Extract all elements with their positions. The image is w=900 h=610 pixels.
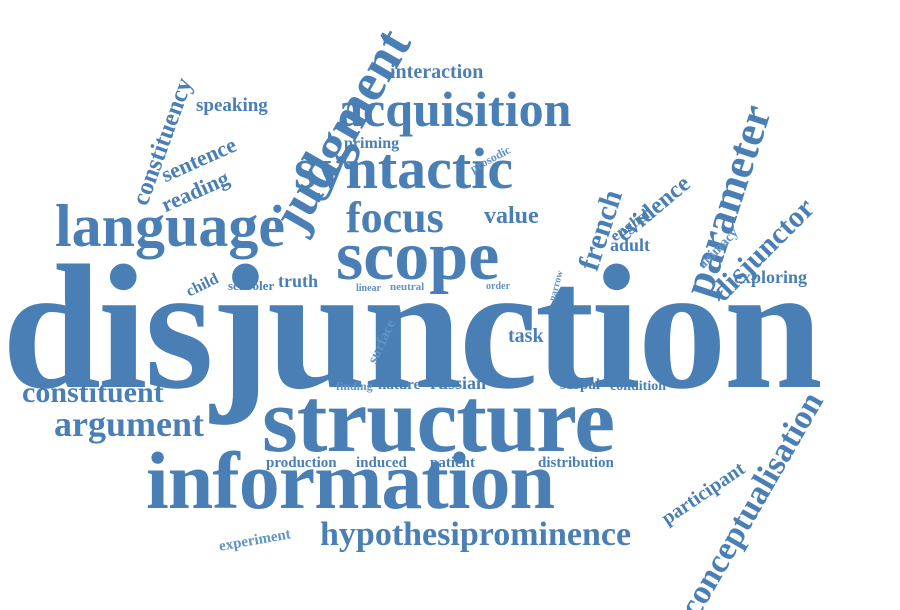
word-information: information: [146, 435, 555, 526]
word-adult: adult: [610, 235, 651, 255]
word-induced: induced: [356, 455, 407, 471]
word-neutral: neutral: [390, 281, 425, 293]
word-task: task: [508, 325, 544, 347]
word-interaction: interaction: [390, 61, 484, 83]
word-argument: argument: [54, 404, 204, 444]
word-language: language: [55, 193, 286, 259]
word-value: value: [484, 203, 539, 229]
word-acquisition: acquisition: [338, 81, 572, 137]
word-scopal: scopal: [560, 377, 601, 393]
word-syntactic: syntactic: [294, 136, 514, 201]
word-nature: nature: [378, 377, 421, 393]
word-experiment: experiment: [217, 526, 292, 555]
word-distribution: distribution: [538, 455, 614, 471]
word-linear: linear: [356, 283, 381, 294]
word-structure: structure: [262, 369, 615, 471]
word-constituent: constituent: [22, 376, 164, 409]
word-patient: patient: [430, 455, 475, 471]
word-scope: scope: [336, 218, 500, 295]
word-speaking: speaking: [196, 95, 268, 116]
word-production: production: [266, 455, 337, 471]
word-finding: finding: [336, 379, 373, 393]
word-disjunction: disjunction: [2, 228, 823, 426]
word-schooler: schooler: [228, 278, 275, 293]
word-order: order: [486, 281, 510, 292]
word-priming: priming: [344, 135, 400, 152]
word-truth: truth: [278, 271, 318, 291]
word-condition: condition: [610, 379, 667, 394]
word-hypothesiprominence: hypothesiprominence: [320, 516, 632, 553]
word-russian: russian: [430, 373, 487, 393]
word-exploring: exploring: [734, 267, 808, 287]
word-focus: focus: [346, 193, 444, 242]
